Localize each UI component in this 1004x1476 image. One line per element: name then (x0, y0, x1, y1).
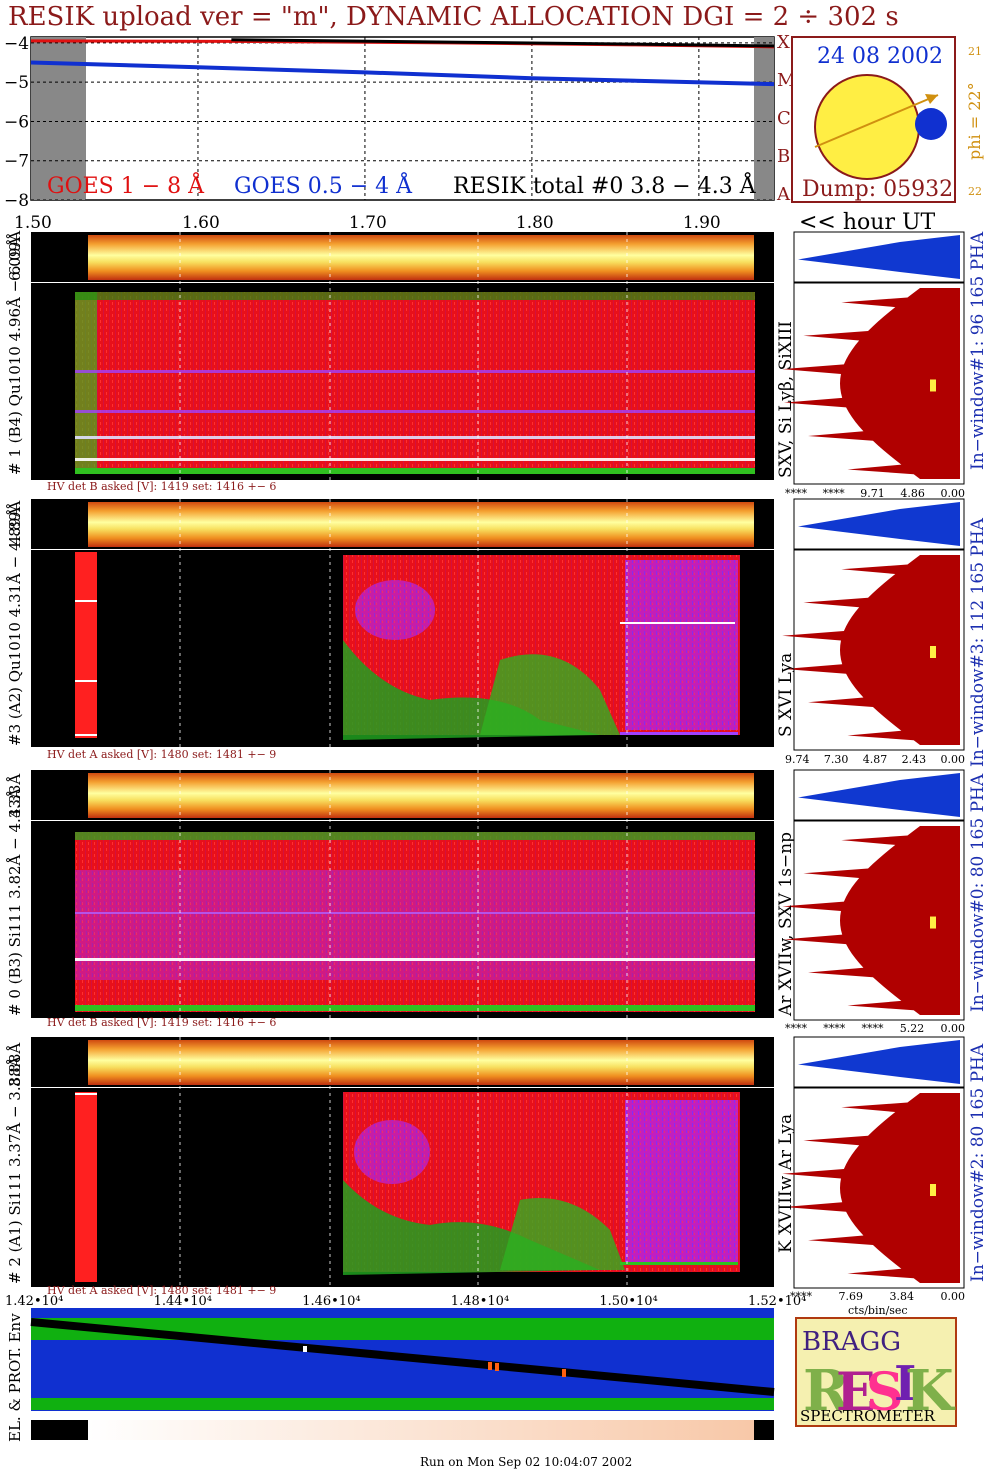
logo-letter-e: E (836, 1362, 876, 1423)
sun-axis-arrow-icon (925, 94, 938, 104)
goes-class-letter: M (777, 70, 795, 91)
env-label: EL. & PROT. Env (6, 1313, 24, 1442)
ch0-lightcurve (88, 773, 754, 818)
logo-letter-r: R (803, 1358, 850, 1424)
pha-marker (930, 379, 936, 392)
pha-units: cts/bin/sec (848, 1304, 908, 1317)
ch0-hv: HV det B asked [V]: 1419 set: 1416 +− 6 (47, 1016, 277, 1029)
pha-top-profile (798, 1040, 960, 1084)
resik-logo (795, 1317, 957, 1427)
sun-disc-icon (814, 74, 920, 180)
sun-date: 24 08 2002 (817, 44, 943, 69)
ch3-lines-label: S XVI Lya (776, 652, 796, 737)
goes-x-ticks: 1.50 1.60 1.70 1.80 1.90 (14, 213, 721, 233)
goes-series-line (30, 60, 775, 87)
ch3-main-label: #3 (A2) Qu1010 4.31Å − 4.89Å (6, 506, 24, 746)
logo-letter-i: I (894, 1356, 916, 1412)
goes-y-ticks: −4 −5 −6 −7 −8 (4, 34, 29, 211)
pha-marker (930, 1184, 936, 1196)
ch0-main-label: # 0 (B3) Si111 3.82Å − 4.33Å (6, 788, 24, 1016)
sun-side-top: 21 (968, 45, 982, 58)
ch1-pha-axis: **** **** 9.71 4.86 0.00 (785, 487, 965, 500)
pha-main-profile (782, 288, 960, 479)
bottom-band (88, 1420, 754, 1440)
wavelength-x-tick: 1.50•10⁴ (599, 1294, 657, 1309)
ch2-lines-label: K XVIIIw Ar Lya (776, 1113, 796, 1253)
legend-resik-total: RESIK total #0 3.8 − 4.3 Å (453, 171, 757, 199)
x-axis-unit: << hour UT (799, 210, 935, 235)
ch3-pha-axis: 9.74 7.30 4.87 2.43 0.00 (785, 753, 965, 766)
ch3-hv: HV det A asked [V]: 1480 set: 1481 +− 9 (47, 748, 277, 761)
ch2-hv: HV det A asked [V]: 1480 set: 1481 +− 9 (47, 1284, 277, 1297)
goes-x-tick: 1.50 (14, 213, 52, 233)
sun-side-bottom: 22 (968, 185, 982, 198)
wavelength-x-tick: 1.46•10⁴ (302, 1294, 360, 1309)
run-timestamp: Run on Mon Sep 02 10:04:07 2002 (420, 1455, 633, 1469)
sun-dump: Dump: 05932 (802, 177, 953, 202)
sun-phi: phi = 22° (965, 82, 984, 160)
logo-letter-k: K (905, 1358, 956, 1424)
wavelength-x-tick: 1.48•10⁴ (451, 1294, 509, 1309)
ch0-window: In−window#0: 80 165 PHA (968, 773, 988, 1012)
goes-class-letter: B (777, 146, 790, 167)
ch1-lightcurve (88, 235, 754, 280)
ch2-main-label: # 2 (A1) Si111 3.37Å − 3.88Å (6, 1056, 24, 1284)
goes-y-tick: −7 (4, 152, 29, 172)
ch3-window: In−window#3: 112 165 PHA (968, 518, 988, 767)
goes-class-letter: A (776, 184, 791, 205)
ch1-main-label: # 1 (B4) Qu1010 4.96Å − 6.09Å (6, 230, 24, 475)
logo-spectrometer: SPECTROMETER (800, 1407, 936, 1425)
pha-top-profile (798, 235, 960, 279)
pha-top-profile (798, 502, 960, 546)
ch1-hv: HV det B asked [V]: 1419 set: 1416 +− 6 (47, 480, 277, 493)
goes-y-tick: −4 (4, 34, 29, 54)
goes-y-tick: −5 (4, 73, 29, 93)
goes-x-tick: 1.80 (516, 213, 554, 233)
goes-class-letter: C (777, 108, 791, 129)
legend-goes-long: GOES 1 − 8 Å (47, 171, 205, 199)
wavelength-x-ticks: 1.42•10⁴ 1.44•10⁴ 1.46•10⁴ 1.48•10⁴ 1.50•10⁴… (5, 1294, 806, 1309)
ch2-calib-bar (75, 1092, 97, 1282)
logo-bragg: BRAGG (802, 1327, 901, 1357)
wavelength-x-tick: 1.52•10⁴ (748, 1294, 806, 1309)
wavelength-x-tick: 1.44•10⁴ (154, 1294, 212, 1309)
goes-class-letter: X (777, 32, 790, 53)
pha-marker (930, 646, 936, 658)
ch0-lines-label: Ar XVIIw, SXV 1s−np (776, 831, 796, 1016)
goes-gap-right (754, 37, 774, 200)
goes-series (30, 38, 775, 87)
goes-x-tick: 1.60 (182, 213, 220, 233)
pha-top-profile (798, 773, 960, 817)
ch3-calib-bar (75, 552, 97, 738)
ch1-window: In−window#1: 96 165 PHA (968, 231, 988, 470)
pha-main-profile (782, 1093, 960, 1283)
ch1-spectrogram (75, 292, 755, 472)
sun-axis-line (814, 94, 939, 148)
logo-letter-s: S (866, 1362, 904, 1423)
pha-marker (930, 916, 936, 929)
ch2-lightcurve (88, 1040, 754, 1085)
page-title: RESIK upload ver = "m", DYNAMIC ALLOCATI… (8, 2, 899, 32)
goes-y-tick: −6 (4, 112, 29, 132)
env-trend-line (30, 1318, 775, 1396)
goes-x-tick: 1.90 (683, 213, 721, 233)
ch3-lightcurve (88, 502, 754, 547)
pha-main-profile (782, 555, 960, 745)
legend-goes-short: GOES 0.5 − 4 Å (234, 171, 413, 199)
pha-main-profile (782, 826, 960, 1015)
ch2-pha-axis: **** 7.69 3.84 0.00 (790, 1290, 965, 1303)
ch1-lines-label: SXV, Si Lyβ, SiXIII (776, 321, 796, 478)
pha-panels (782, 231, 965, 1289)
wavelength-x-tick: 1.42•10⁴ (5, 1294, 63, 1309)
goes-y-tick: −8 (4, 191, 29, 211)
goes-series-line (231, 38, 775, 48)
ch2-window: In−window#2: 80 165 PHA (968, 1043, 988, 1282)
goes-x-tick: 1.70 (349, 213, 387, 233)
ch0-pha-axis: **** **** **** 5.22 0.00 (785, 1022, 965, 1035)
spacecraft-dot-icon (915, 108, 947, 140)
